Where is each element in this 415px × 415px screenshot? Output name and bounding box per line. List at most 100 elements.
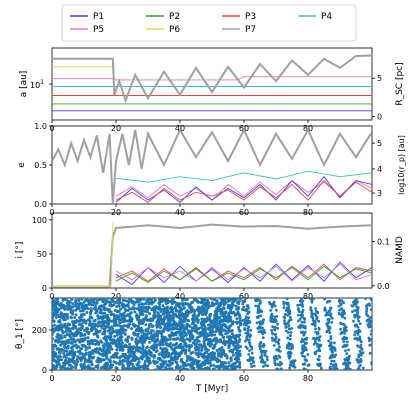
scatter-point	[66, 341, 70, 345]
scatter-point	[204, 301, 208, 305]
scatter-point	[301, 324, 304, 327]
scatter-point	[324, 308, 327, 312]
scatter-point	[330, 346, 334, 350]
scatter-point	[99, 348, 103, 352]
scatter-point	[153, 335, 156, 339]
ylabel-e: e	[17, 162, 27, 168]
scatter-point	[74, 308, 78, 312]
scatter-point	[112, 360, 116, 364]
scatter-point	[108, 332, 112, 335]
scatter-point	[97, 359, 101, 363]
scatter-point	[224, 361, 228, 365]
scatter-point	[169, 342, 173, 346]
scatter-point	[273, 333, 277, 336]
scatter-point	[300, 340, 303, 344]
scatter-point	[201, 344, 205, 348]
scatter-point	[70, 340, 74, 344]
scatter-point	[66, 344, 70, 348]
scatter-point	[112, 313, 116, 316]
scatter-point	[262, 349, 266, 353]
scatter-point	[170, 300, 174, 304]
y-tick-label: 0.0	[34, 200, 47, 209]
scatter-point	[191, 334, 195, 338]
scatter-point	[246, 322, 249, 325]
scatter-point	[300, 311, 304, 314]
scatter-point	[92, 300, 96, 304]
scatter-point	[161, 329, 165, 333]
scatter-point	[120, 301, 124, 305]
scatter-point	[118, 307, 122, 311]
scatter-point	[52, 307, 54, 311]
scatter-point	[171, 343, 175, 347]
scatter-point	[342, 340, 346, 343]
scatter-point	[167, 333, 171, 337]
scatter-point	[247, 333, 250, 337]
scatter-point	[289, 318, 293, 321]
scatter-point	[130, 337, 134, 341]
scatter-point	[284, 312, 287, 316]
scatter-point	[244, 298, 247, 300]
series-line-p5	[115, 180, 372, 201]
scatter-point	[202, 352, 206, 356]
scatter-point	[325, 329, 329, 333]
scatter-point	[118, 328, 122, 332]
scatter-point	[117, 304, 121, 308]
ylabel-right-a: R_SC [pc]	[395, 62, 405, 105]
scatter-point	[203, 347, 207, 351]
scatter-point	[356, 312, 359, 316]
scatter-point	[187, 330, 190, 334]
scatter-point	[229, 358, 233, 362]
scatter-point	[213, 352, 217, 355]
scatter-point	[138, 346, 141, 350]
scatter-point	[311, 318, 315, 322]
scatter-point	[57, 315, 61, 319]
scatter-point	[188, 339, 192, 343]
scatter-point	[62, 361, 66, 365]
scatter-point	[345, 340, 349, 344]
scatter-point	[197, 311, 201, 315]
scatter-point	[186, 312, 190, 316]
scatter-point	[227, 337, 231, 341]
scatter-point	[118, 346, 122, 350]
scatter-point	[191, 317, 194, 321]
scatter-point	[150, 302, 154, 306]
scatter-point	[77, 303, 81, 307]
scatter-point	[67, 339, 71, 343]
scatter-point	[317, 347, 321, 351]
scatter-point	[151, 324, 155, 328]
scatter-point	[258, 299, 262, 303]
scatter-point	[202, 323, 206, 327]
scatter-point	[93, 339, 97, 342]
scatter-point	[139, 309, 143, 313]
scatter-point	[137, 360, 141, 364]
scatter-point	[72, 337, 76, 341]
x-tick-label: 20	[111, 292, 121, 301]
scatter-point	[84, 321, 88, 325]
scatter-point	[135, 366, 139, 370]
scatter-point	[329, 312, 333, 316]
scatter-point	[79, 309, 83, 313]
scatter-point	[346, 363, 350, 367]
scatter-point	[52, 337, 54, 341]
scatter-point	[52, 359, 55, 363]
scatter-point	[353, 333, 356, 337]
scatter-point	[179, 350, 183, 354]
scatter-point	[287, 324, 291, 328]
scatter-point	[123, 356, 127, 360]
legend-label-p1: P1	[93, 12, 104, 22]
y-tick-label: 0	[42, 366, 47, 375]
scatter-point	[132, 353, 136, 357]
scatter-point	[62, 330, 65, 334]
scatter-point	[184, 352, 187, 355]
scatter-point	[282, 306, 286, 309]
scatter-point	[99, 366, 103, 370]
y-tick-label: 50	[37, 250, 47, 259]
scatter-point	[128, 322, 132, 326]
scatter-point	[198, 307, 202, 311]
scatter-point	[368, 298, 372, 300]
scatter-point	[213, 355, 217, 359]
scatter-point	[154, 360, 158, 364]
scatter-point	[84, 305, 87, 309]
scatter-point	[283, 319, 286, 323]
scatter-point	[214, 339, 218, 343]
